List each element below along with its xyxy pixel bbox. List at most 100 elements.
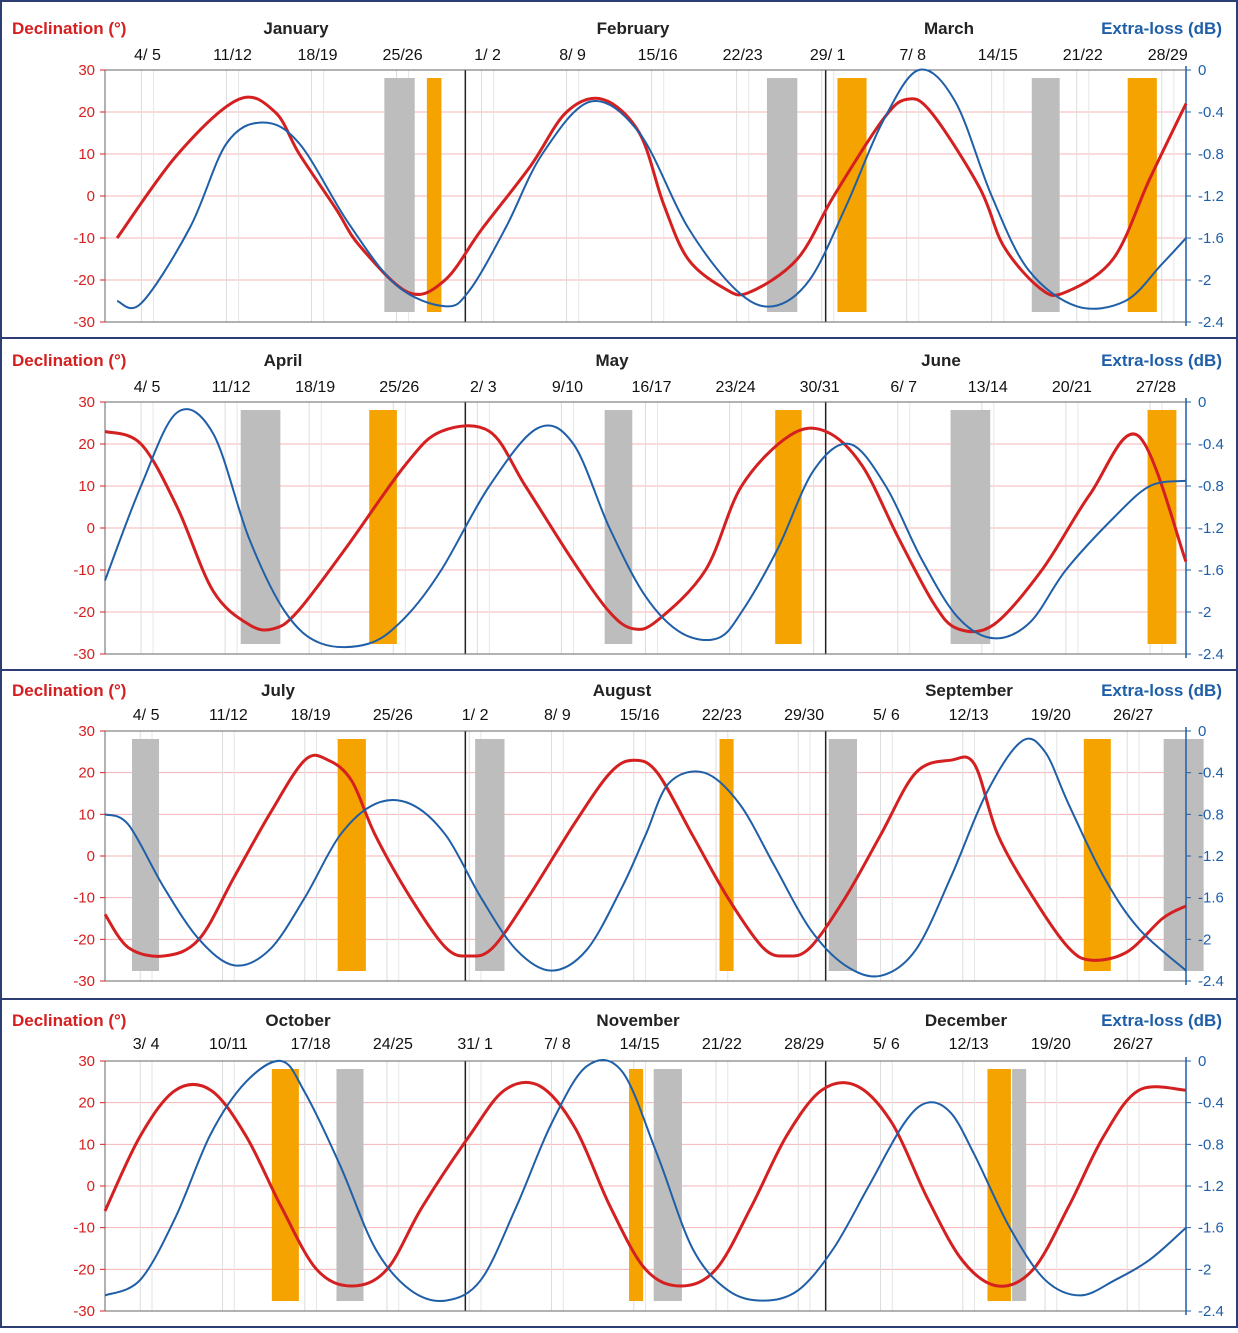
date-tick-label: 5/ 6 bbox=[873, 707, 900, 724]
right-tick-label: -2 bbox=[1198, 604, 1211, 621]
right-tick-label: -0.8 bbox=[1198, 478, 1224, 495]
left-tick-label: -10 bbox=[73, 230, 95, 247]
grey-band bbox=[1012, 1069, 1027, 1301]
left-tick-label: -30 bbox=[73, 973, 95, 990]
right-tick-label: 0 bbox=[1198, 723, 1206, 740]
date-tick-label: 18/19 bbox=[295, 379, 335, 396]
orange-band bbox=[369, 410, 397, 644]
right-axis-title: Extra-loss (dB) bbox=[1101, 1011, 1222, 1030]
left-tick-label: 10 bbox=[78, 146, 95, 163]
left-axis-title: Declination (°) bbox=[12, 19, 126, 38]
right-tick-label: -0.8 bbox=[1198, 146, 1224, 163]
date-tick-label: 11/12 bbox=[209, 707, 248, 724]
date-tick-label: 5/ 6 bbox=[873, 1036, 900, 1053]
left-tick-label: -20 bbox=[73, 1261, 95, 1278]
date-tick-label: 19/20 bbox=[1031, 1036, 1071, 1053]
date-tick-label: 22/23 bbox=[702, 707, 742, 724]
grey-band bbox=[1031, 78, 1060, 312]
date-tick-label: 1/ 2 bbox=[462, 707, 489, 724]
month-label: March bbox=[924, 19, 974, 38]
left-tick-label: -10 bbox=[73, 562, 95, 579]
left-tick-label: 0 bbox=[87, 848, 95, 865]
left-tick-label: 30 bbox=[78, 723, 95, 740]
orange-band bbox=[987, 1069, 1011, 1301]
date-tick-label: 10/11 bbox=[209, 1036, 248, 1053]
date-tick-label: 12/13 bbox=[949, 707, 989, 724]
right-tick-label: -1.6 bbox=[1198, 1220, 1224, 1237]
left-tick-label: 30 bbox=[78, 394, 95, 411]
right-tick-label: -1.6 bbox=[1198, 230, 1224, 247]
left-tick-label: 20 bbox=[78, 1095, 95, 1112]
extra-loss-line bbox=[104, 737, 1187, 978]
left-tick-label: 0 bbox=[87, 188, 95, 205]
date-tick-label: 25/26 bbox=[383, 47, 423, 64]
left-axis-title: Declination (°) bbox=[12, 351, 126, 370]
date-tick-label: 19/20 bbox=[1031, 707, 1071, 724]
date-tick-label: 14/15 bbox=[978, 47, 1018, 64]
right-tick-label: 0 bbox=[1198, 1053, 1206, 1070]
date-tick-label: 29/ 1 bbox=[810, 47, 846, 64]
date-tick-label: 2/ 3 bbox=[470, 379, 497, 396]
orange-band bbox=[629, 1069, 644, 1301]
left-tick-label: 10 bbox=[78, 478, 95, 495]
date-tick-label: 26/27 bbox=[1113, 707, 1153, 724]
right-tick-label: -1.2 bbox=[1198, 188, 1224, 205]
right-tick-label: -0.4 bbox=[1198, 436, 1224, 453]
date-tick-label: 18/19 bbox=[298, 47, 338, 64]
date-tick-label: 18/19 bbox=[291, 707, 331, 724]
date-tick-label: 26/27 bbox=[1113, 1036, 1153, 1053]
date-tick-label: 29/30 bbox=[784, 707, 824, 724]
panel-3: 30 20 10 0 -10 -20 -30 0 -0.4 -0.8 -1.2 -1.6 -2 -2.4 D… bbox=[0, 669, 1238, 990]
left-tick-label: -10 bbox=[73, 890, 95, 907]
right-tick-label: -2 bbox=[1198, 272, 1211, 289]
date-tick-label: 22/23 bbox=[723, 47, 763, 64]
month-label: July bbox=[261, 681, 296, 700]
grey-band bbox=[1163, 739, 1204, 971]
month-label: November bbox=[596, 1011, 680, 1030]
date-tick-label: 13/14 bbox=[968, 379, 1008, 396]
grey-band bbox=[475, 739, 505, 971]
right-axis-title: Extra-loss (dB) bbox=[1101, 681, 1222, 700]
left-tick-label: -20 bbox=[73, 931, 95, 948]
date-tick-label: 27/28 bbox=[1136, 379, 1176, 396]
orange-band bbox=[719, 739, 734, 971]
date-tick-label: 21/22 bbox=[1063, 47, 1103, 64]
date-tick-label: 28/29 bbox=[1148, 47, 1188, 64]
date-tick-label: 31/ 1 bbox=[457, 1036, 493, 1053]
right-tick-label: -2 bbox=[1198, 1261, 1211, 1278]
date-tick-label: 25/26 bbox=[379, 379, 419, 396]
right-tick-label: -1.2 bbox=[1198, 1178, 1224, 1195]
panel-1: 30 20 10 0 -10 -20 -30 0 -0.4 -0.8 -1.2 -1.6 -2 -2.4 D… bbox=[12, 19, 1224, 331]
panel-4: 30 20 10 0 -10 -20 -30 0 -0.4 -0.8 -1.2 -1.6 -2 -2.4 D… bbox=[0, 998, 1238, 1320]
left-tick-label: -20 bbox=[73, 604, 95, 621]
date-tick-label: 20/21 bbox=[1052, 379, 1092, 396]
right-axis-title: Extra-loss (dB) bbox=[1101, 19, 1222, 38]
right-tick-label: -0.8 bbox=[1198, 1136, 1224, 1153]
left-tick-label: 0 bbox=[87, 1178, 95, 1195]
date-tick-label: 28/29 bbox=[784, 1036, 824, 1053]
orange-band bbox=[337, 739, 366, 971]
date-tick-label: 15/16 bbox=[638, 47, 678, 64]
date-tick-label: 15/16 bbox=[620, 707, 660, 724]
right-tick-label: 0 bbox=[1198, 394, 1206, 411]
extra-loss-line bbox=[116, 68, 1187, 310]
date-tick-label: 17/18 bbox=[291, 1036, 331, 1053]
grey-band bbox=[384, 78, 415, 312]
right-tick-label: -2 bbox=[1198, 931, 1211, 948]
month-label: June bbox=[921, 351, 961, 370]
orange-band bbox=[1083, 739, 1111, 971]
right-tick-label: -0.4 bbox=[1198, 104, 1224, 121]
left-tick-label: 10 bbox=[78, 806, 95, 823]
grey-band bbox=[828, 739, 857, 971]
date-tick-label: 11/12 bbox=[212, 379, 251, 396]
right-tick-label: -1.6 bbox=[1198, 890, 1224, 907]
date-tick-label: 4/ 5 bbox=[134, 379, 161, 396]
grey-band bbox=[336, 1069, 364, 1301]
left-tick-label: 30 bbox=[78, 62, 95, 79]
right-tick-label: -1.2 bbox=[1198, 520, 1224, 537]
date-tick-label: 23/24 bbox=[716, 379, 756, 396]
date-tick-label: 25/26 bbox=[373, 707, 413, 724]
orange-band bbox=[271, 1069, 299, 1301]
month-label: October bbox=[265, 1011, 331, 1030]
